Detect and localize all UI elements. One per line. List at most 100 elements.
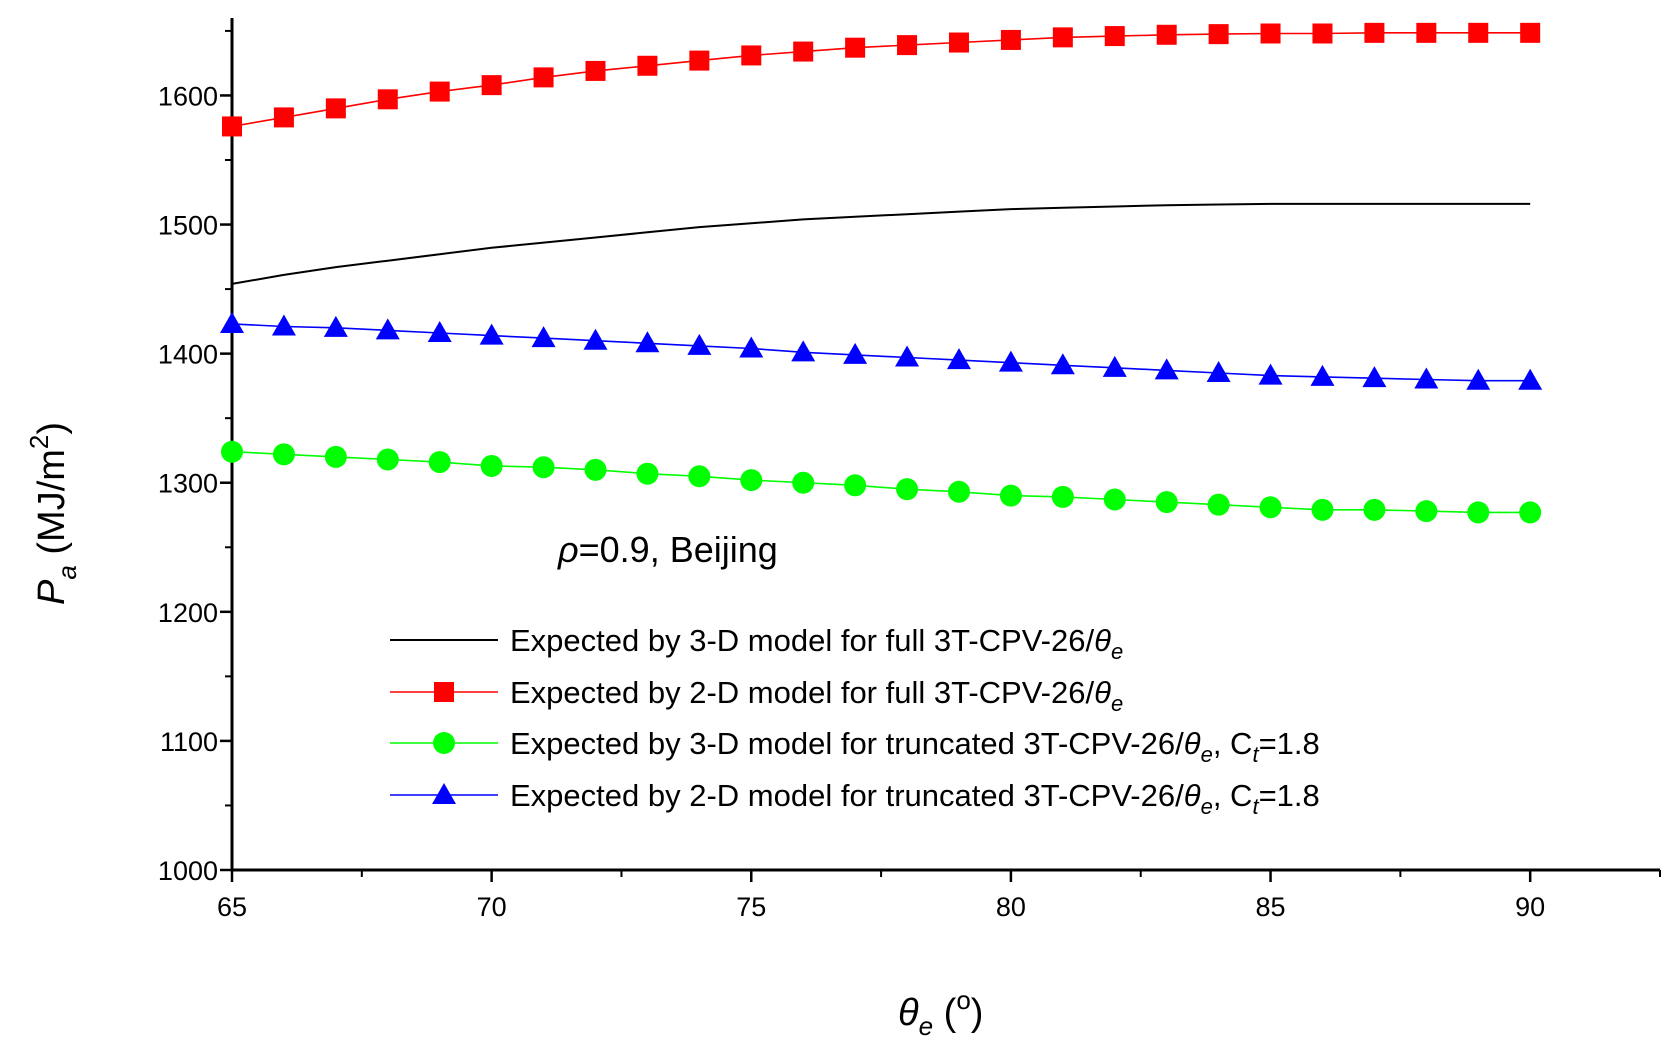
data-point-s2d_trunc [271, 314, 296, 336]
annotation-rho: ρ=0.9, Beijing [557, 529, 778, 570]
y-tick-label: 1000 [158, 856, 218, 886]
series-s3d_trunc [221, 440, 1542, 524]
series-line-s2d_trunc [231, 323, 1531, 382]
data-point-s3d_trunc [688, 465, 711, 488]
data-point-s2d_trunc [1050, 353, 1075, 375]
data-point-s3d_trunc [844, 474, 867, 497]
data-point-s2d_full [1312, 23, 1333, 44]
data-point-s3d_trunc [740, 469, 763, 492]
y-tick-label: 1100 [160, 727, 218, 757]
data-point-s2d_trunc [1414, 367, 1439, 389]
data-point-s3d_trunc [999, 484, 1022, 507]
data-point-s2d_full [637, 55, 658, 76]
legend-label: Expected by 2-D model for truncated 3T-C… [510, 778, 1320, 819]
data-point-s2d_full [585, 60, 606, 81]
x-tick-label: 65 [217, 892, 247, 922]
data-point-s2d_full [845, 37, 866, 58]
data-point-s2d_trunc [1466, 368, 1491, 390]
data-point-s2d_trunc [427, 320, 452, 342]
data-point-s2d_full [1104, 26, 1125, 47]
data-point-s3d_trunc [1519, 501, 1542, 524]
x-axis-title: θe (o) [898, 985, 983, 1041]
data-point-s2d_full [897, 35, 918, 56]
data-point-s2d_full [1052, 27, 1073, 48]
x-tick-label: 80 [996, 892, 1026, 922]
data-point-s2d_trunc [531, 326, 556, 348]
data-point-s2d_full [533, 67, 554, 88]
series-line-s2d_full [231, 31, 1531, 128]
data-point-s3d_trunc [376, 448, 399, 471]
legend-label: Expected by 3-D model for full 3T-CPV-26… [510, 623, 1123, 664]
data-point-s2d_trunc [1102, 355, 1127, 377]
legend-swatch-marker [433, 732, 455, 754]
data-point-s3d_trunc [1311, 498, 1334, 521]
data-point-s2d_full [948, 32, 969, 53]
data-point-s3d_trunc [896, 478, 919, 501]
data-point-s3d_trunc [480, 454, 503, 477]
data-point-s2d_full [1364, 22, 1385, 43]
data-point-s2d_trunc [1518, 368, 1543, 390]
data-point-s2d_full [1260, 23, 1281, 44]
data-point-s3d_trunc [532, 456, 555, 479]
ticks: 1000 1100 1200 1300 1400 1500 1600 65 70 75 80 85 90 [158, 29, 1661, 922]
data-point-s2d_full [1156, 24, 1177, 45]
data-point-s2d_full [1520, 22, 1541, 43]
y-tick-label: 1300 [158, 469, 218, 499]
data-point-s3d_trunc [1155, 491, 1178, 514]
data-point-s2d_full [741, 45, 762, 66]
legend: Expected by 3-D model for full 3T-CPV-26… [390, 623, 1320, 819]
y-tick-label: 1200 [158, 598, 218, 628]
data-point-s3d_trunc [636, 462, 659, 485]
data-point-s3d_trunc [1415, 500, 1438, 523]
data-point-s2d_full [429, 81, 450, 102]
series-s3d_full [231, 202, 1531, 285]
series [220, 22, 1543, 524]
legend-item-s3d_full: Expected by 3-D model for full 3T-CPV-26… [390, 623, 1123, 664]
data-point-s2d_full [377, 89, 398, 110]
data-point-s2d_full [1416, 22, 1437, 43]
data-point-s3d_trunc [1363, 498, 1386, 521]
data-point-s2d_trunc [946, 348, 971, 370]
data-point-s2d_full [1468, 22, 1489, 43]
data-point-s3d_trunc [584, 458, 607, 481]
data-point-s2d_trunc [1154, 358, 1179, 380]
legend-label: Expected by 2-D model for full 3T-CPV-26… [510, 675, 1123, 716]
data-point-s2d_full [222, 116, 242, 137]
series-line-s3d_full [231, 202, 1531, 285]
data-point-s2d_trunc [220, 311, 244, 333]
y-tick-label: 1600 [158, 81, 218, 111]
data-point-s2d_trunc [1310, 364, 1335, 386]
data-point-s2d_trunc [739, 336, 764, 358]
series-s2d_full [222, 22, 1541, 137]
data-point-s2d_full [325, 98, 346, 119]
series-line-s3d_trunc [231, 450, 1531, 514]
data-point-s3d_trunc [272, 443, 295, 466]
legend-item-s2d_full: Expected by 2-D model for full 3T-CPV-26… [390, 675, 1123, 716]
data-point-s2d_trunc [1258, 363, 1283, 385]
x-tick-label: 90 [1515, 892, 1545, 922]
data-point-s2d_trunc [635, 331, 660, 353]
data-point-s2d_full [1000, 29, 1021, 50]
data-point-s2d_trunc [895, 345, 920, 367]
data-point-s2d_trunc [687, 333, 712, 355]
data-point-s3d_trunc [1103, 488, 1126, 511]
data-point-s2d_trunc [1362, 366, 1387, 388]
legend-label: Expected by 3-D model for truncated 3T-C… [510, 726, 1320, 767]
data-point-s2d_trunc [791, 340, 816, 362]
data-point-s3d_trunc [428, 451, 451, 474]
data-point-s2d_trunc [375, 318, 400, 340]
data-point-s2d_full [689, 50, 710, 71]
data-point-s3d_trunc [324, 445, 347, 468]
x-tick-label: 75 [736, 892, 766, 922]
legend-item-s2d_trunc: Expected by 2-D model for truncated 3T-C… [390, 778, 1320, 819]
y-tick-label: 1500 [158, 211, 218, 241]
legend-swatch-marker [434, 682, 454, 702]
legend-item-s3d_trunc: Expected by 3-D model for truncated 3T-C… [390, 726, 1320, 767]
data-point-s3d_trunc [947, 480, 970, 503]
data-point-s2d_trunc [479, 323, 504, 345]
data-point-s2d_trunc [583, 328, 608, 350]
data-point-s2d_trunc [998, 350, 1023, 372]
data-point-s3d_trunc [221, 440, 243, 463]
series-s2d_trunc [220, 311, 1543, 390]
